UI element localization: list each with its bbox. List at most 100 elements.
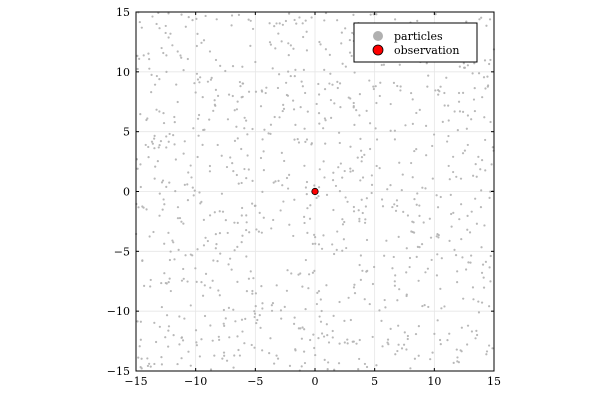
- particle-point: [425, 154, 428, 157]
- particle-point: [471, 286, 475, 289]
- particle-point: [480, 159, 484, 162]
- particle-point: [381, 345, 384, 348]
- particle-point: [139, 113, 142, 116]
- particle-point: [360, 156, 364, 159]
- particle-point: [456, 360, 459, 363]
- particle-point: [338, 82, 342, 85]
- particle-point: [201, 143, 204, 147]
- particle-point: [409, 367, 412, 370]
- particle-point: [309, 338, 312, 342]
- particle-point: [445, 76, 448, 79]
- particle-point: [198, 355, 201, 358]
- particle-point: [288, 364, 292, 367]
- particle-point: [270, 309, 274, 312]
- particle-point: [331, 83, 334, 86]
- particle-point: [352, 286, 356, 289]
- particle-point: [281, 184, 284, 187]
- particle-point: [235, 108, 239, 111]
- particle-point: [224, 317, 227, 320]
- particle-point: [176, 217, 180, 220]
- particle-point: [422, 221, 425, 224]
- particle-point: [423, 304, 426, 307]
- particle-point: [352, 210, 356, 213]
- particle-point: [253, 312, 257, 315]
- particle-point: [462, 62, 465, 65]
- particle-point: [164, 24, 167, 28]
- particle-point: [169, 289, 172, 293]
- particle-point: [462, 297, 465, 300]
- particle-point: [459, 349, 462, 352]
- particle-point: [252, 277, 255, 280]
- particle-point: [414, 332, 418, 336]
- particle-point: [279, 209, 282, 212]
- particle-point: [227, 93, 231, 96]
- particle-point: [137, 206, 140, 209]
- particle-point: [357, 368, 360, 371]
- particle-point: [405, 294, 408, 298]
- particle-point: [179, 54, 182, 57]
- particle-point: [317, 82, 320, 86]
- particle-point: [347, 296, 350, 299]
- particle-point: [279, 309, 283, 312]
- particle-point: [299, 106, 302, 109]
- particle-point: [277, 73, 281, 76]
- particle-point: [176, 50, 179, 53]
- particle-point: [387, 343, 390, 346]
- particle-point: [273, 362, 276, 365]
- particle-point: [314, 236, 317, 239]
- particle-point: [378, 94, 381, 98]
- particle-point: [169, 32, 172, 35]
- particle-point: [411, 122, 414, 125]
- particle-point: [459, 177, 463, 180]
- particle-point: [327, 341, 331, 344]
- particle-point: [138, 20, 141, 24]
- particle-point: [200, 41, 203, 44]
- particle-point: [245, 290, 249, 293]
- particle-point: [311, 242, 314, 245]
- particle-point: [161, 208, 164, 211]
- particle-point: [374, 85, 377, 88]
- particle-point: [221, 357, 224, 360]
- particle-point: [219, 64, 222, 67]
- particle-point: [340, 42, 343, 45]
- particle-point: [456, 281, 459, 284]
- particle-point: [195, 344, 198, 347]
- particle-point: [439, 195, 442, 199]
- particle-point: [449, 193, 452, 196]
- particle-point: [247, 18, 250, 21]
- particle-point: [366, 269, 369, 272]
- particle-point: [227, 306, 231, 309]
- particle-point: [364, 205, 367, 208]
- particle-point: [278, 116, 281, 119]
- particle-point: [240, 96, 243, 99]
- particle-point: [301, 85, 304, 88]
- particle-point: [320, 332, 324, 335]
- particle-point: [447, 164, 450, 168]
- particle-point: [213, 103, 216, 106]
- particle-point: [460, 203, 463, 206]
- particle-point: [224, 219, 227, 222]
- particle-point: [353, 292, 357, 295]
- particle-point: [225, 359, 229, 362]
- particle-point: [240, 241, 243, 244]
- particle-point: [336, 230, 339, 233]
- particle-point: [249, 44, 252, 47]
- particle-point: [473, 109, 477, 113]
- particle-point: [474, 197, 477, 200]
- particle-point: [261, 138, 264, 141]
- particle-point: [176, 206, 180, 209]
- particle-point: [147, 145, 150, 149]
- particle-point: [305, 193, 308, 196]
- particle-point: [456, 129, 459, 132]
- particle-point: [358, 338, 361, 342]
- particle-point: [284, 19, 288, 23]
- particle-point: [196, 248, 199, 251]
- particle-point: [140, 357, 143, 360]
- particle-point: [408, 265, 411, 269]
- particle-point: [437, 93, 440, 96]
- particle-point: [397, 343, 400, 346]
- particle-point: [249, 270, 252, 273]
- particle-point: [251, 202, 254, 205]
- particle-point: [173, 143, 176, 146]
- particle-point: [293, 18, 296, 22]
